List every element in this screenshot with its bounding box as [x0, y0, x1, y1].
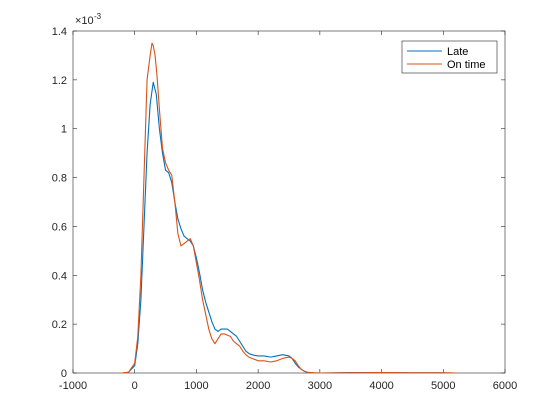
- y-tick-label: 0.2: [52, 319, 67, 331]
- x-tick-label: 3000: [308, 380, 332, 392]
- y-exponent-base: ×10: [75, 15, 94, 27]
- y-tick-label: 1: [61, 124, 67, 136]
- series-line-late: [122, 81, 456, 373]
- y-tick-label: 0: [61, 368, 67, 380]
- y-tick-label: 1.4: [52, 26, 67, 38]
- x-tick-label: 6000: [493, 380, 517, 392]
- plot-area: [72, 30, 506, 374]
- x-tick-label: -1000: [59, 380, 87, 392]
- x-tick-label: 4000: [369, 380, 393, 392]
- axes-box: [72, 30, 506, 374]
- y-tick-label: 0.4: [52, 270, 67, 282]
- x-tick-label: 0: [132, 380, 138, 392]
- series-line-on-time: [122, 42, 456, 373]
- y-tick-label: 1.2: [52, 75, 67, 87]
- series-layer: [122, 42, 456, 373]
- legend-label-late: Late: [447, 46, 468, 58]
- x-tick-label: 1000: [184, 380, 208, 392]
- y-tick-label: 0.8: [52, 173, 67, 185]
- y-axis: 0 0.2 0.4 0.6 0.8 1 1.2 1.4 ×10 -3: [52, 12, 505, 380]
- legend-label-on-time: On time: [447, 59, 486, 71]
- x-tick-label: 2000: [246, 380, 270, 392]
- legend-box: [401, 40, 498, 74]
- x-axis: -1000 0 1000 2000 3000 4000 5000 6000: [59, 31, 517, 392]
- y-exponent-power: -3: [94, 12, 102, 21]
- x-tick-label: 5000: [431, 380, 455, 392]
- y-tick-label: 0.6: [52, 221, 67, 233]
